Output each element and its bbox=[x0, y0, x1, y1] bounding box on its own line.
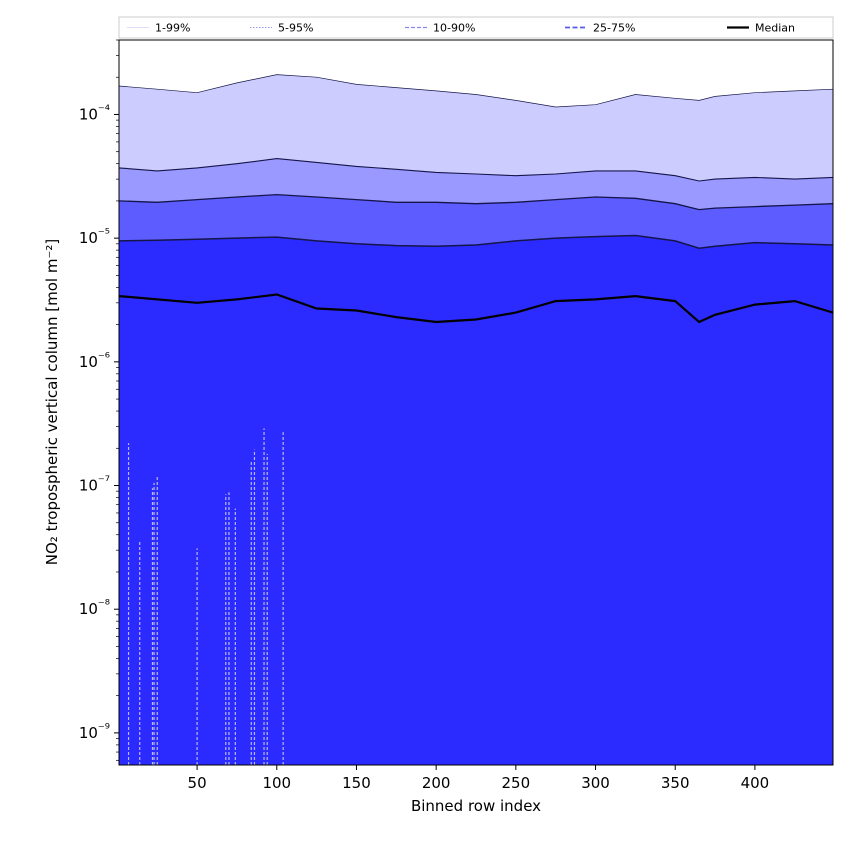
legend-item: 5-95% bbox=[250, 22, 313, 35]
legend-label: 5-95% bbox=[278, 22, 313, 35]
x-tick-label: 150 bbox=[342, 774, 371, 792]
y-tick-label: 10⁻⁷ bbox=[79, 475, 110, 495]
legend-item: 10-90% bbox=[405, 22, 475, 35]
plot-area bbox=[119, 40, 833, 765]
x-tick-label: 50 bbox=[188, 774, 207, 792]
y-tick-label: 10⁻⁴ bbox=[79, 103, 110, 123]
y-tick-label: 10⁻⁵ bbox=[79, 227, 110, 247]
y-axis-label: NO₂ tropospheric vertical column [mol m⁻… bbox=[43, 239, 61, 565]
legend-item: Median bbox=[727, 22, 795, 35]
x-tick-label: 250 bbox=[502, 774, 531, 792]
median-line bbox=[119, 293, 833, 324]
x-tick-label: 350 bbox=[661, 774, 690, 792]
line-75 bbox=[119, 234, 833, 249]
legend-item: 25-75% bbox=[565, 22, 635, 35]
y-tick-label: 10⁻⁶ bbox=[79, 351, 110, 371]
x-tick-label: 300 bbox=[581, 774, 610, 792]
band-25-75 bbox=[119, 235, 833, 765]
legend-item: 1-99% bbox=[127, 22, 190, 35]
legend: 1-99% 5-95% 10-90% 25-75% Median bbox=[118, 16, 834, 39]
legend-label: 10-90% bbox=[433, 22, 475, 35]
legend-label: Median bbox=[755, 22, 795, 35]
y-tick-label: 10⁻⁹ bbox=[79, 722, 110, 742]
legend-label: 1-99% bbox=[155, 22, 190, 35]
axes: 50 100 150 200 250 300 350 400 10⁻⁹ 10⁻⁸ 10⁻⁷ 10⁻⁶ 1… bbox=[79, 39, 834, 792]
line-95 bbox=[119, 158, 833, 182]
x-tick-label: 400 bbox=[741, 774, 770, 792]
line-90 bbox=[119, 193, 833, 211]
x-tick-label: 200 bbox=[422, 774, 451, 792]
line-99 bbox=[119, 74, 833, 108]
axes-frame bbox=[118, 39, 834, 766]
y-tick-label: 10⁻⁸ bbox=[79, 598, 110, 618]
legend-box bbox=[118, 16, 834, 39]
legend-label: 25-75% bbox=[593, 22, 635, 35]
x-tick-label: 100 bbox=[262, 774, 291, 792]
x-axis-label: Binned row index bbox=[411, 797, 541, 815]
